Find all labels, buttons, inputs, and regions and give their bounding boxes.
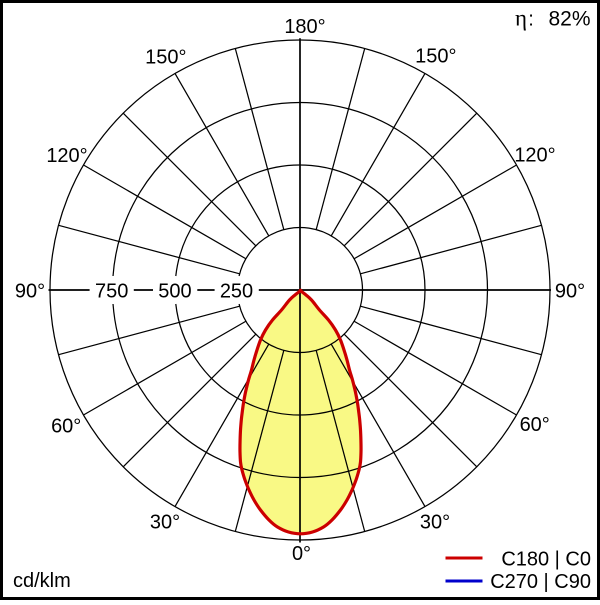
svg-text:150°: 150° xyxy=(415,45,456,67)
svg-text:C180 | C0: C180 | C0 xyxy=(501,549,591,571)
svg-text:150°: 150° xyxy=(145,46,186,68)
svg-text:0°: 0° xyxy=(292,543,311,565)
svg-text::: : xyxy=(528,8,534,30)
svg-text:120°: 120° xyxy=(514,144,555,166)
svg-text:cd/klm: cd/klm xyxy=(13,570,71,592)
svg-text:30°: 30° xyxy=(150,512,180,534)
svg-text:82%: 82% xyxy=(548,7,590,30)
svg-text:120°: 120° xyxy=(46,145,87,167)
svg-text:90°: 90° xyxy=(555,280,585,302)
svg-text:C270 | C90: C270 | C90 xyxy=(490,571,591,593)
svg-text:60°: 60° xyxy=(520,414,550,436)
svg-text:η: η xyxy=(515,5,527,30)
svg-text:750: 750 xyxy=(95,280,128,302)
svg-text:60°: 60° xyxy=(51,416,81,438)
svg-text:180°: 180° xyxy=(284,16,325,38)
svg-text:250: 250 xyxy=(220,280,253,302)
svg-text:30°: 30° xyxy=(420,512,450,534)
svg-text:90°: 90° xyxy=(15,280,45,302)
svg-text:500: 500 xyxy=(158,280,191,302)
